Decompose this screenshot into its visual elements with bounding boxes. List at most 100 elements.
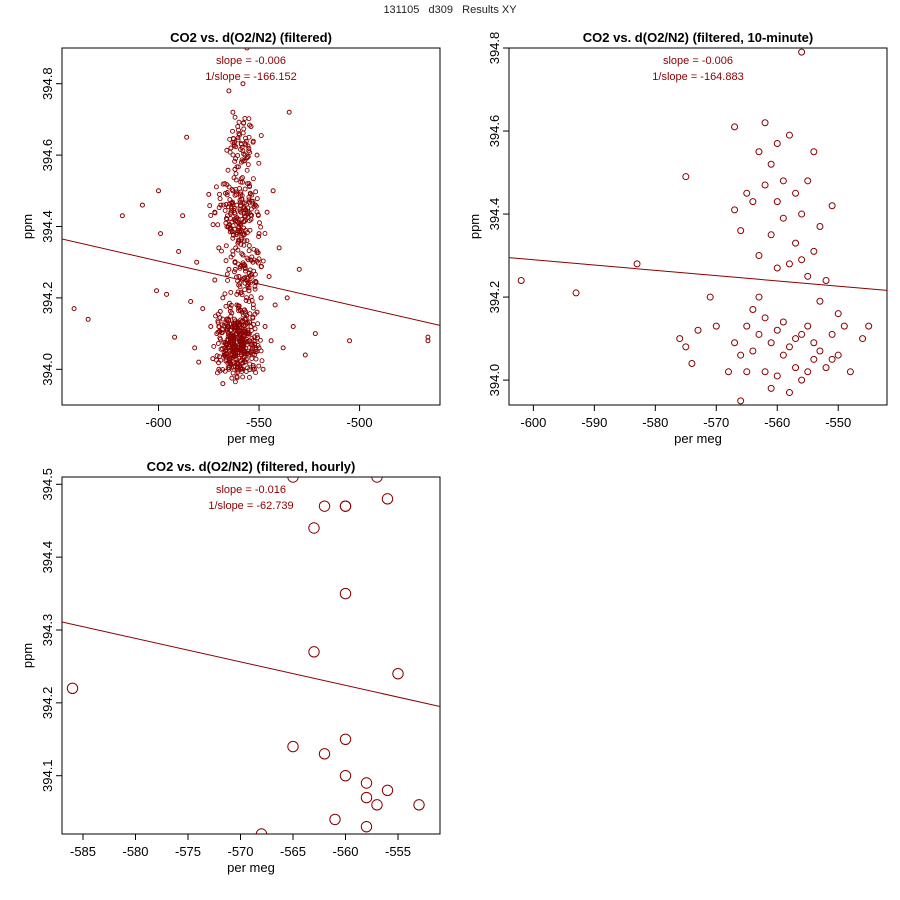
chart-1-point bbox=[237, 280, 243, 286]
chart-2-y-tick-label: 394.0 bbox=[487, 364, 502, 397]
chart-3-point bbox=[360, 821, 373, 833]
chart-2-point bbox=[828, 202, 836, 210]
chart-1-point bbox=[252, 271, 258, 277]
chart-1-point bbox=[253, 370, 259, 376]
chart-1-point bbox=[230, 346, 236, 352]
chart-1-point bbox=[253, 203, 259, 209]
chart-2-point bbox=[798, 330, 806, 338]
chart-1-point bbox=[245, 209, 251, 215]
chart-1-point bbox=[236, 337, 242, 342]
chart-1-point bbox=[246, 298, 252, 304]
chart-1-point bbox=[238, 325, 244, 331]
chart-2-point bbox=[779, 214, 787, 222]
chart-1-point bbox=[237, 265, 243, 271]
chart-1-point bbox=[232, 216, 238, 222]
chart-1-point bbox=[250, 302, 256, 308]
chart-1-point bbox=[249, 212, 255, 218]
chart-1-point bbox=[238, 331, 244, 337]
chart-1-point bbox=[214, 370, 220, 376]
chart-2-point bbox=[840, 322, 848, 330]
chart-1-point bbox=[229, 375, 235, 381]
chart-1-point bbox=[241, 242, 247, 248]
chart-1-point bbox=[233, 177, 239, 183]
chart-3-point bbox=[381, 784, 394, 796]
chart-3-y-tick-label: 394.1 bbox=[40, 759, 55, 792]
chart-2-y-tick-label: 394.4 bbox=[487, 198, 502, 231]
chart-1-point bbox=[217, 335, 223, 341]
chart-2-point bbox=[785, 260, 793, 268]
chart-1-point bbox=[228, 347, 234, 353]
chart-2-point bbox=[804, 177, 812, 185]
chart-1-point bbox=[245, 283, 251, 289]
chart-2-point bbox=[834, 351, 842, 359]
chart-2-point bbox=[731, 339, 739, 347]
chart-1-point bbox=[225, 278, 231, 283]
chart-1-point bbox=[219, 330, 225, 336]
chart-1-point bbox=[242, 311, 248, 317]
chart-1-point bbox=[223, 340, 229, 346]
chart-1-point bbox=[180, 213, 186, 219]
chart-1-y-tick-label: 394.8 bbox=[40, 67, 55, 100]
chart-1-point bbox=[119, 213, 125, 219]
chart-1-point bbox=[231, 333, 237, 338]
chart-1-point bbox=[230, 140, 236, 145]
chart-2-point bbox=[737, 227, 745, 235]
chart-1-point bbox=[242, 265, 248, 271]
page-title: 131105 d309 Results XY bbox=[383, 4, 517, 16]
chart-1-point bbox=[246, 288, 252, 294]
chart-2-frame bbox=[508, 47, 888, 406]
chart-1-point bbox=[233, 171, 239, 177]
chart-1-point bbox=[223, 190, 228, 196]
chart-1-point bbox=[241, 238, 247, 244]
chart-2-point bbox=[792, 189, 800, 197]
chart-1-point bbox=[244, 255, 250, 261]
chart-1-point bbox=[245, 154, 250, 160]
chart-1-point bbox=[230, 370, 236, 376]
chart-1-point bbox=[176, 248, 182, 254]
chart-2-point bbox=[779, 318, 787, 326]
chart-1-point bbox=[238, 350, 244, 356]
chart-1-point bbox=[233, 332, 239, 338]
chart-2-point bbox=[773, 264, 781, 272]
chart-1-point bbox=[230, 235, 236, 241]
chart-1-point bbox=[249, 254, 255, 260]
chart-2-point bbox=[792, 239, 800, 247]
chart-1-point bbox=[242, 328, 248, 334]
chart-1-point bbox=[213, 313, 219, 319]
chart-1-point bbox=[247, 183, 252, 189]
chart-1-point bbox=[217, 309, 223, 314]
chart-3-point bbox=[287, 477, 299, 483]
chart-3-x-tick-label: -575 bbox=[175, 844, 201, 859]
chart-2-point bbox=[767, 384, 775, 392]
chart-1-point bbox=[246, 374, 252, 380]
chart-1-point bbox=[213, 184, 219, 190]
chart-1-point bbox=[286, 109, 292, 115]
chart-2-point bbox=[767, 231, 775, 239]
chart-3-y-tick-label: 394.3 bbox=[40, 614, 55, 647]
chart-2-point bbox=[755, 293, 763, 301]
chart-2-x-axis-label: per meg bbox=[674, 431, 722, 446]
chart-1-point bbox=[238, 235, 244, 241]
chart-2-point bbox=[804, 368, 812, 376]
chart-1-point bbox=[215, 318, 221, 324]
chart-1-point bbox=[233, 144, 239, 150]
chart-2-title: CO2 vs. d(O2/N2) (filtered, 10-minute) bbox=[583, 30, 813, 45]
chart-1-point bbox=[262, 323, 268, 329]
chart-1-point bbox=[235, 320, 241, 326]
chart-1-point bbox=[241, 231, 247, 237]
chart-1-point bbox=[200, 306, 206, 312]
chart-1-point bbox=[248, 272, 254, 278]
chart-1-point bbox=[196, 359, 202, 365]
chart-2-point bbox=[731, 123, 739, 131]
chart-1-point bbox=[240, 179, 245, 185]
chart-1-point bbox=[244, 238, 250, 244]
chart-1-point bbox=[71, 306, 77, 312]
chart-3-point bbox=[371, 477, 383, 483]
chart-2-point bbox=[816, 347, 824, 355]
chart-1-point bbox=[246, 194, 252, 200]
chart-1-point bbox=[233, 189, 239, 195]
chart-1-point bbox=[223, 303, 229, 309]
chart-2-point bbox=[761, 314, 769, 322]
chart-1-point bbox=[244, 48, 250, 51]
